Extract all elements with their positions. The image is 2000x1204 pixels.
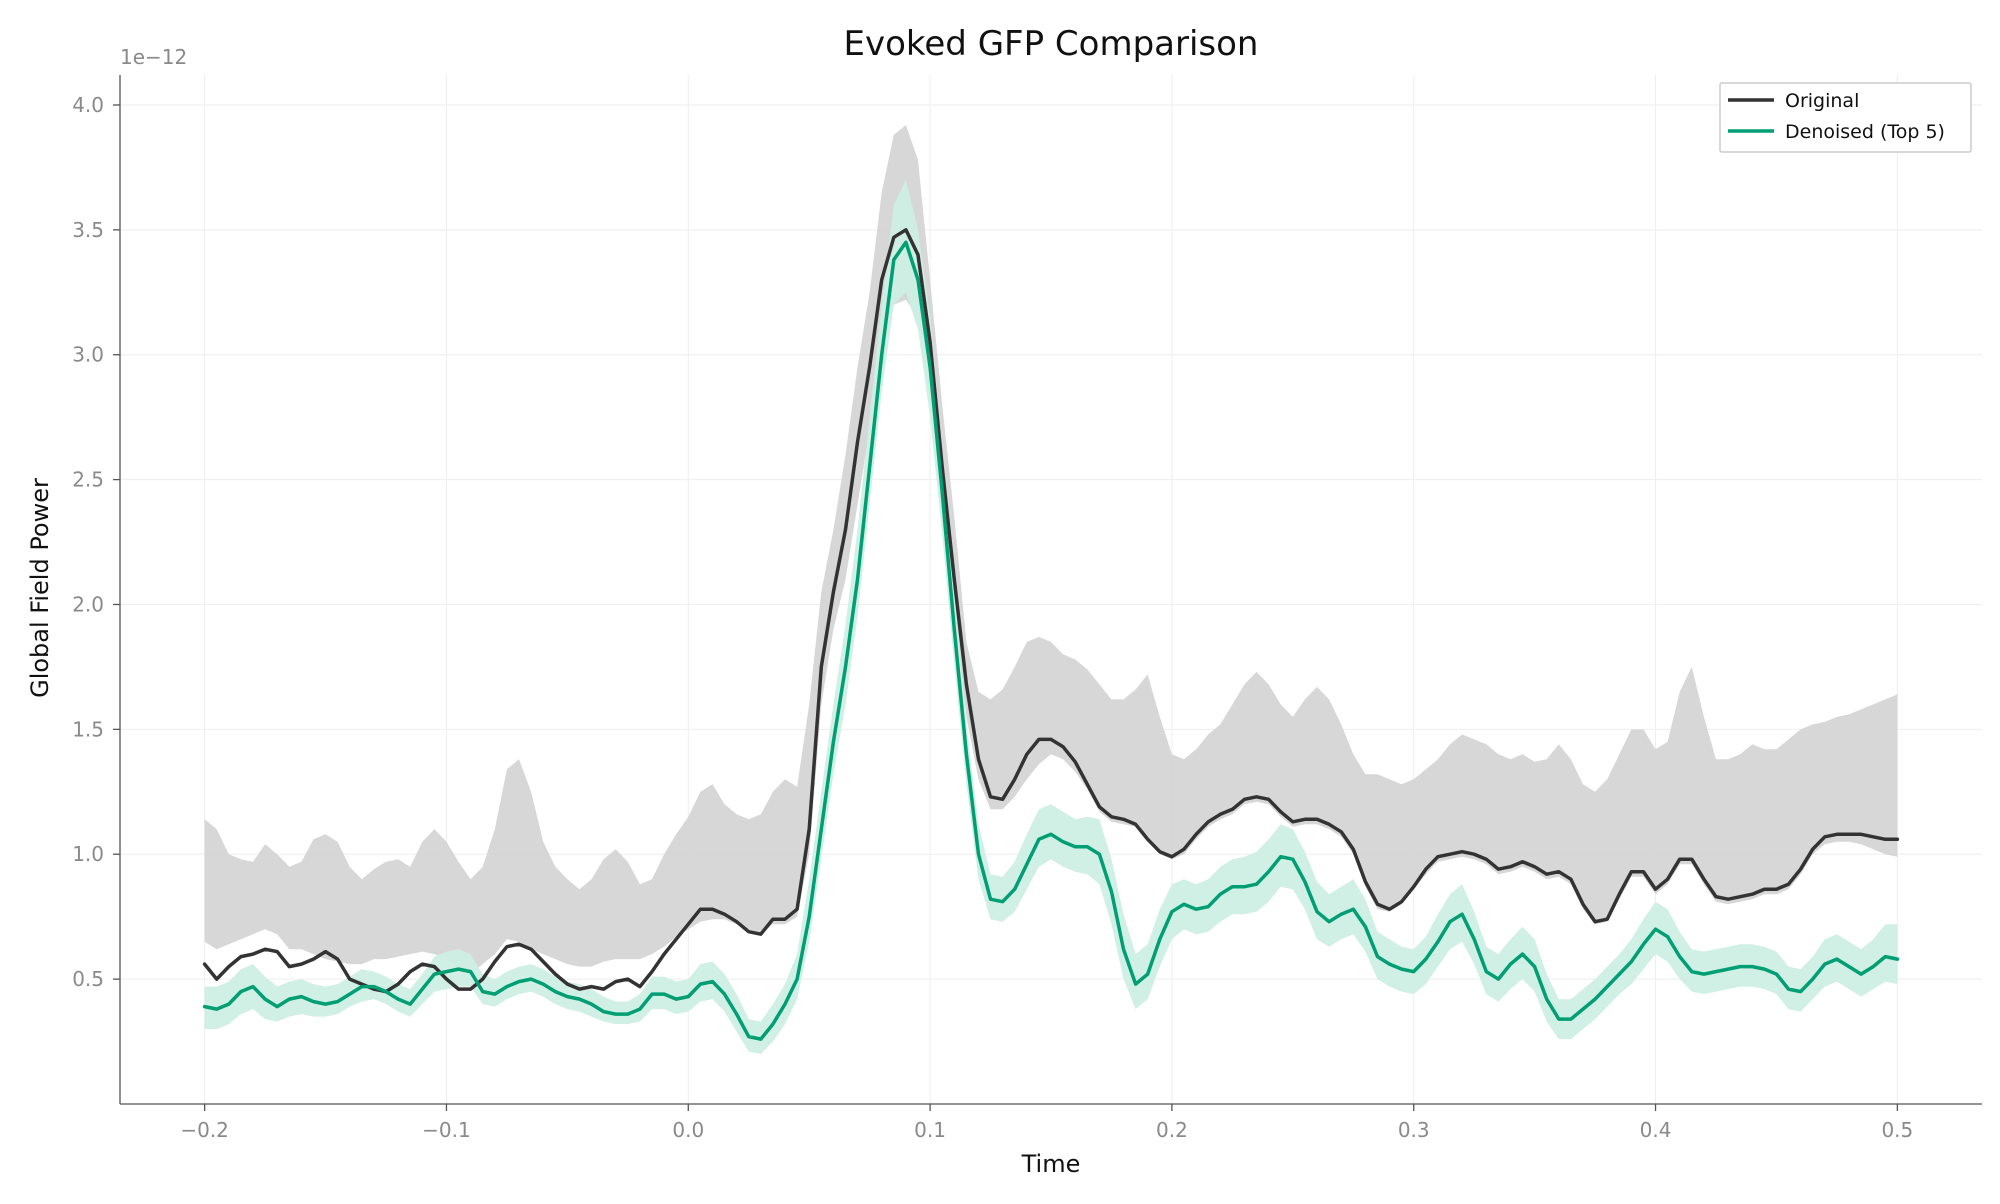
legend-label-denoised: Denoised (Top 5): [1785, 121, 1945, 143]
y-tick-label: 0.5: [72, 967, 104, 991]
y-tick-label: 3.5: [72, 218, 104, 242]
y-tick-label: 1.0: [72, 842, 104, 866]
series-line-0: [202, 228, 1900, 994]
x-tick-label: 0.2: [1156, 1118, 1188, 1142]
x-tick-label: −0.1: [422, 1118, 471, 1142]
y-tick-label: 2.5: [72, 468, 104, 492]
y-axis-title: Global Field Power: [26, 478, 54, 698]
chart-title: Evoked GFP Comparison: [844, 24, 1259, 64]
x-tick-label: 0.4: [1640, 1118, 1672, 1142]
legend: Original Denoised (Top 5): [1719, 82, 1972, 153]
legend-frame: [1719, 82, 1972, 153]
series-line-layer: [202, 228, 1900, 1041]
confidence-band-layer: [204, 125, 1898, 1054]
y-tick-label: 2.0: [72, 592, 104, 616]
x-tick-label: −0.2: [180, 1118, 229, 1142]
confidence-band-0: [204, 125, 1898, 975]
x-tick-label: 0.0: [672, 1118, 704, 1142]
x-axis-title: Time: [1021, 1150, 1081, 1178]
series-line-1: [202, 240, 1900, 1041]
y-axis-offset-label: 1e−12: [120, 45, 187, 69]
x-tick-label: 0.1: [914, 1118, 946, 1142]
confidence-band-1: [204, 179, 1898, 1054]
tick-layer: −0.2 −0.1 0.0 0.1 0.2 0.3 0.4 0.5 0.5 1.0 1.5 2.0 2.…: [72, 93, 1913, 1142]
x-tick-label: 0.3: [1398, 1118, 1430, 1142]
legend-label-original: Original: [1785, 90, 1859, 112]
y-tick-label: 4.0: [72, 93, 104, 117]
y-tick-label: 1.5: [72, 717, 104, 741]
axes-layer: [119, 75, 1982, 1105]
x-tick-label: 0.5: [1881, 1118, 1913, 1142]
y-tick-label: 3.0: [72, 343, 104, 367]
